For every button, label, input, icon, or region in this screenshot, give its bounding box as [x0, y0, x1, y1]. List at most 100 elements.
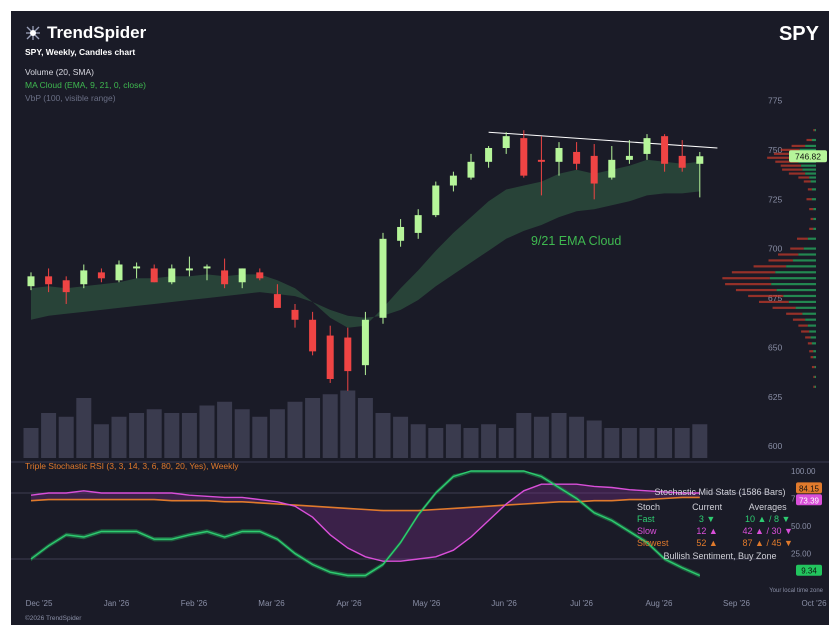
volume-bar [181, 413, 197, 458]
volume-bar [252, 416, 268, 458]
candle-body [537, 159, 545, 162]
volume-bar [76, 398, 92, 458]
vbp-bar-buy [788, 300, 816, 303]
stats-row-slow-averages: 42 ▲ / 30 ▼ [742, 526, 793, 536]
candle-body [273, 294, 281, 308]
vbp-bar-sell [731, 271, 776, 274]
price-tick-label: 650 [768, 342, 782, 352]
vbp-bar-buy [792, 259, 816, 262]
vbp-bar-buy [809, 330, 816, 333]
volume-bar [481, 424, 497, 458]
volume-bar [269, 409, 285, 458]
vbp-bar-buy [814, 385, 816, 388]
stoch-tick-label: 100.00 [791, 467, 816, 476]
vbp-bar-buy [798, 253, 816, 256]
copyright-text: ©2026 TrendSpider [25, 614, 82, 622]
x-axis-label: Mar '26 [258, 599, 285, 608]
volume-bar [516, 413, 532, 458]
vbp-bar-sell [725, 283, 772, 286]
volume-bar [674, 428, 690, 458]
candle-body [643, 138, 651, 154]
stats-table: Stoch Current Averages Fast 3 ▼ 10 ▲ / 8… [635, 501, 805, 549]
vbp-bar-buy [807, 237, 816, 240]
x-axis-label: May '26 [413, 599, 441, 608]
vbp-bar-sell [775, 160, 799, 163]
vbp-bar-buy [814, 375, 816, 379]
candle-body [203, 266, 211, 269]
stats-row-slowest-name: Slowest [637, 538, 669, 548]
vbp-bar-buy [805, 172, 816, 175]
candle-body [608, 159, 616, 178]
stoch-tick-label: 50.00 [791, 522, 812, 531]
candle-body [133, 266, 141, 269]
candle-body [661, 136, 669, 164]
candle-body [80, 270, 88, 285]
candle-body [414, 215, 422, 233]
vbp-bar-buy [807, 324, 816, 327]
vbp-bar-buy [810, 336, 816, 339]
candle-body [467, 161, 475, 178]
legend-volume[interactable]: Volume (20, SMA) [25, 67, 94, 77]
vbp-bar-buy [811, 138, 816, 142]
volume-bar [146, 409, 162, 458]
vbp-bar-sell [803, 180, 811, 183]
volume-bar [657, 428, 673, 458]
candle-body [361, 319, 369, 366]
chart-title: SPY, Weekly, Candles chart [25, 47, 136, 57]
candle-body [221, 270, 229, 285]
vbp-bar-sell [786, 312, 803, 315]
vbp-bar-buy [813, 208, 816, 211]
last-price-label: 746.82 [795, 151, 821, 161]
volume-bar [375, 413, 391, 458]
volume-bar [569, 416, 585, 458]
price-tick-label: 700 [768, 244, 782, 254]
candle-body [379, 238, 387, 318]
legend-ma-cloud[interactable]: MA Cloud (EMA, 9, 21, 0, close) [25, 80, 146, 90]
vbp-bar-buy [805, 318, 816, 321]
slow-line [30, 483, 700, 562]
volume-bar [428, 428, 444, 458]
price-tick-label: 775 [768, 96, 782, 106]
vbp-bar-sell [735, 288, 777, 292]
vbp-bar-sell [797, 237, 808, 240]
volume-bar [41, 413, 57, 458]
price-tick-label: 625 [768, 392, 782, 402]
vbp-bar-sell [759, 300, 789, 303]
ticker-symbol: SPY [778, 23, 819, 45]
candle-body [555, 148, 563, 162]
brand: TrendSpider [25, 23, 146, 43]
candle-body [27, 276, 35, 287]
stats-header-stoch: Stoch [637, 502, 661, 512]
vbp-bar-sell [792, 318, 806, 321]
slowest-value-tag-bg [796, 482, 822, 494]
trendspider-logo-icon [26, 26, 40, 40]
vbp-bar-sell [810, 217, 814, 221]
candle-body [520, 138, 528, 176]
vbp-bar-buy [776, 288, 816, 292]
stats-summary: Bullish Sentiment, Buy Zone [663, 551, 777, 561]
volume-bar [287, 401, 303, 458]
slow-slowest-fill [31, 484, 700, 562]
candle-body [432, 185, 440, 216]
chart-canvas[interactable]: 600 625 650 675 700 725 750 775 9/21 EMA Cloud 74… [11, 11, 829, 625]
candle-body [573, 151, 581, 164]
ema-cloud-area [31, 159, 700, 328]
stats-row-fast-name: Fast [637, 514, 655, 524]
slowest-value-tag: 84.15 [799, 484, 820, 493]
stats-row-slowest-current: 52 ▲ [696, 538, 718, 548]
volume-bar [445, 424, 461, 458]
volume-bar [111, 416, 127, 458]
legend-vbp[interactable]: VbP (100, visible range) [25, 93, 116, 103]
candle-body [45, 276, 53, 285]
ema-cloud-annotation: 9/21 EMA Cloud [531, 234, 621, 248]
volume-bar [357, 398, 373, 458]
volume-bar [58, 416, 74, 458]
candle-body [168, 268, 176, 283]
vbp-bar-sell [810, 356, 814, 359]
volume-bar [199, 405, 215, 458]
volume-bar [322, 394, 338, 458]
vbp-bar-sell [798, 176, 810, 179]
x-axis-label: Feb '26 [181, 599, 208, 608]
volume-bar [164, 413, 180, 458]
vbp-bar-buy [813, 356, 816, 359]
